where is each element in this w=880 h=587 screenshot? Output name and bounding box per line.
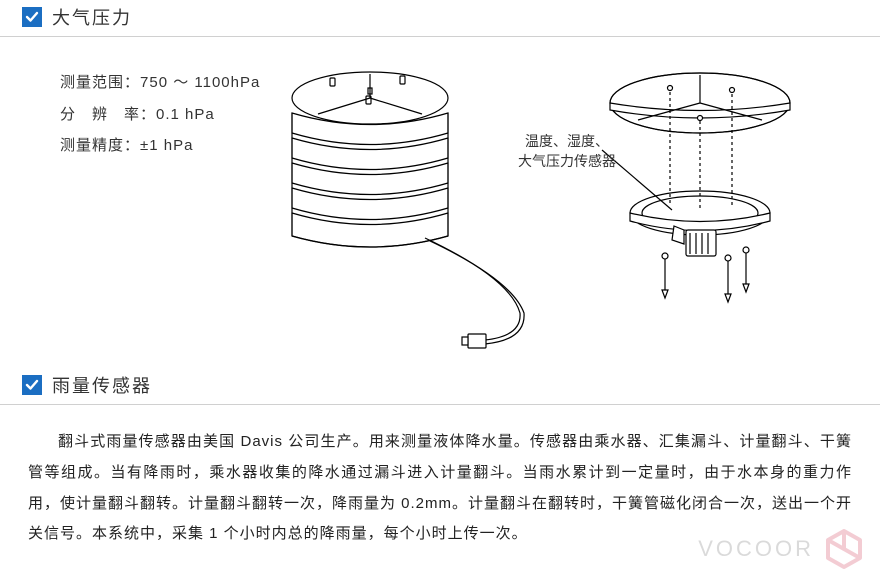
checkmark-icon [22, 375, 42, 395]
spec-label: 分 辨 率： [60, 99, 156, 131]
spec-value: 750 ～ 1100hPa [140, 74, 260, 91]
spec-value: 0.1 hPa [156, 106, 215, 123]
sensor-diagram: 温度、湿度、 大气压力传感器 [270, 58, 850, 358]
spec-label: 测量精度： [60, 130, 140, 162]
spec-value: ±1 hPa [140, 137, 193, 154]
section-title: 雨量传感器 [52, 372, 152, 398]
annotation-line: 温度、湿度、 [518, 132, 616, 152]
section-header-pressure: 大气压力 [0, 0, 880, 37]
diagram-svg [270, 58, 850, 358]
section-title: 大气压力 [52, 4, 132, 30]
watermark: VOCOOR [698, 525, 868, 573]
spec-label: 测量范围： [60, 67, 140, 99]
diagram-annotation: 温度、湿度、 大气压力传感器 [518, 132, 616, 171]
watermark-text: VOCOOR [698, 536, 814, 562]
checkmark-icon [22, 7, 42, 27]
watermark-logo-icon [820, 525, 868, 573]
section-rain: 雨量传感器 翻斗式雨量传感器由美国 Davis 公司生产。用来测量液体降水量。传… [0, 368, 880, 550]
annotation-line: 大气压力传感器 [518, 152, 616, 172]
section-header-rain: 雨量传感器 [0, 368, 880, 405]
